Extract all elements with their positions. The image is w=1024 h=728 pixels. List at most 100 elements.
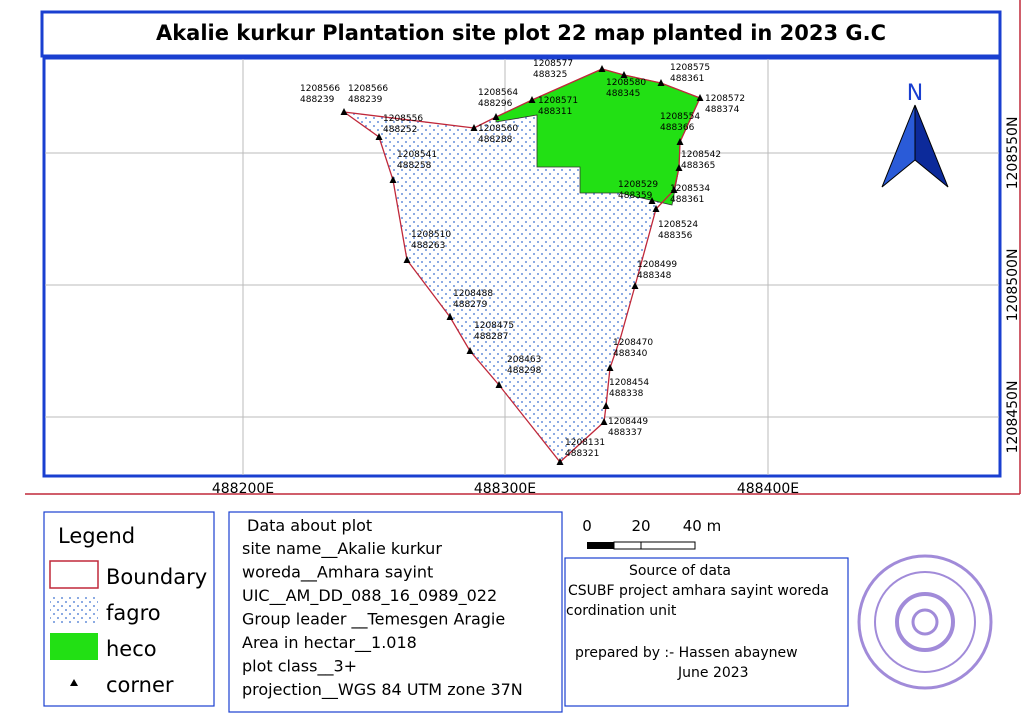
corner-northing: 1208499 bbox=[637, 260, 677, 270]
corner-easting: 488288 bbox=[478, 135, 513, 145]
corner-marker bbox=[606, 364, 614, 371]
stamp bbox=[857, 554, 993, 690]
corner-easting: 488252 bbox=[383, 125, 417, 135]
corner-easting: 488365 bbox=[681, 161, 715, 171]
corner-easting: 488239 bbox=[300, 95, 335, 105]
y-grid-label: 1208450N bbox=[1005, 381, 1021, 454]
title-box bbox=[40, 10, 1002, 58]
y-grid-label: 1208550N bbox=[1005, 117, 1021, 190]
corner-easting: 488296 bbox=[478, 99, 513, 109]
title: Akalie kurkur Plantation site plot 22 ma… bbox=[156, 21, 886, 45]
corner-marker bbox=[620, 71, 628, 78]
scale-bar bbox=[587, 541, 696, 550]
corner-easting: 488239 bbox=[348, 95, 383, 105]
corner-northing: 1208564 bbox=[478, 88, 518, 98]
corner-northing: 1208556 bbox=[383, 114, 423, 124]
corner-northing: 1208554 bbox=[660, 112, 700, 122]
corner-northing: 1208510 bbox=[411, 230, 451, 240]
corner-northing: 1208470 bbox=[613, 338, 653, 348]
corner-easting: 488337 bbox=[608, 428, 642, 438]
corner-northing: 1208566 bbox=[300, 84, 340, 94]
corner-northing: 1208560 bbox=[478, 124, 518, 134]
plot-data-line: Group leader __Temesgen Aragie bbox=[242, 610, 505, 630]
grid-labels: 488200E 488300E 488400E 1208550N 1208500N 120… bbox=[212, 117, 1021, 497]
corner-marker bbox=[598, 65, 606, 72]
legend-swatch bbox=[49, 560, 99, 589]
corner-easting: 488374 bbox=[705, 105, 740, 115]
corner-easting: 488311 bbox=[538, 107, 572, 117]
corner-easting: 488348 bbox=[637, 271, 672, 281]
plot-data-line: woreda__Amhara sayint bbox=[242, 563, 433, 583]
plot-data-line: UIC__AM_DD_088_16_0989_022 bbox=[242, 586, 497, 606]
corner-northing: 1208524 bbox=[658, 220, 698, 230]
legend-item: corner bbox=[106, 673, 174, 697]
corner-easting: 488340 bbox=[613, 349, 648, 359]
legend-item: fagro bbox=[106, 601, 161, 625]
corner-marker bbox=[652, 205, 660, 212]
plot-data-line: site name__Akalie kurkur bbox=[242, 539, 442, 559]
corner-easting: 488325 bbox=[533, 70, 567, 80]
corner-northing: 1208575 bbox=[670, 63, 710, 73]
corner-easting: 488359 bbox=[618, 191, 653, 201]
corner-marker bbox=[648, 197, 656, 204]
source-line: Source of data bbox=[629, 563, 731, 579]
x-grid-label: 488400E bbox=[737, 481, 799, 497]
corner-easting: 488279 bbox=[453, 300, 488, 310]
corner-northing: 1208541 bbox=[397, 150, 437, 160]
source-line: prepared by :- Hassen abaynew bbox=[575, 645, 798, 661]
legend-swatch bbox=[70, 679, 78, 686]
legend-title: Legend bbox=[58, 524, 135, 548]
scale-label: 40 m bbox=[683, 517, 721, 535]
corner-easting: 488338 bbox=[609, 389, 644, 399]
plot-data-box bbox=[228, 511, 563, 713]
corner-northing: 1208571 bbox=[538, 96, 578, 106]
plot-data-line: plot class__3+ bbox=[242, 657, 357, 677]
corner-marker bbox=[676, 138, 684, 145]
corner-northing: 1208131 bbox=[565, 438, 605, 448]
corner-marker bbox=[340, 108, 348, 115]
corner-marker bbox=[495, 381, 503, 388]
corner-northing: 1208542 bbox=[681, 150, 721, 160]
source-line: CSUBF project amhara sayint woreda bbox=[568, 583, 829, 599]
corner-easting: 488361 bbox=[670, 74, 704, 84]
legend-item: Boundary bbox=[106, 565, 207, 589]
corner-marker bbox=[446, 313, 454, 320]
corner-marker bbox=[556, 458, 564, 465]
source-box bbox=[564, 557, 849, 707]
corner-northing: 1208449 bbox=[608, 417, 648, 427]
legend-item: heco bbox=[106, 637, 157, 661]
corner-marker bbox=[675, 164, 683, 171]
corner-marker bbox=[403, 256, 411, 263]
corners: 1208566488239120856648823912085564882521… bbox=[300, 59, 745, 465]
legend-swatch bbox=[50, 597, 98, 624]
corner-marker bbox=[600, 418, 608, 425]
corner-marker bbox=[375, 133, 383, 140]
corner-northing: 1208529 bbox=[618, 180, 658, 190]
corner-marker bbox=[670, 186, 678, 193]
scale-label: 0 bbox=[582, 517, 592, 535]
corner-northing: 1208488 bbox=[453, 289, 493, 299]
plot-data-line: Area in hectar__1.018 bbox=[242, 633, 417, 653]
legend-swatch bbox=[50, 633, 98, 660]
corner-easting: 488356 bbox=[658, 231, 693, 241]
corner-marker bbox=[389, 176, 397, 183]
corner-marker bbox=[492, 113, 500, 120]
source-line: cordination unit bbox=[566, 603, 677, 619]
plot-data-title: Data about plot bbox=[247, 516, 372, 535]
corner-northing: 208463 bbox=[507, 355, 541, 365]
x-grid-label: 488200E bbox=[212, 481, 274, 497]
corner-easting: 488361 bbox=[670, 195, 704, 205]
corner-marker bbox=[466, 347, 474, 354]
plot-data-line: projection__WGS 84 UTM zone 37N bbox=[242, 680, 523, 700]
corner-marker bbox=[631, 282, 639, 289]
corner-easting: 488321 bbox=[565, 449, 599, 459]
corner-marker bbox=[470, 124, 478, 131]
scale-label: 20 bbox=[631, 517, 650, 535]
corner-northing: 1208580 bbox=[606, 78, 646, 88]
corner-marker bbox=[657, 79, 665, 86]
corner-easting: 488263 bbox=[411, 241, 445, 251]
corner-easting: 488258 bbox=[397, 161, 432, 171]
corner-easting: 488287 bbox=[474, 332, 508, 342]
y-grid-label: 1208500N bbox=[1005, 249, 1021, 322]
